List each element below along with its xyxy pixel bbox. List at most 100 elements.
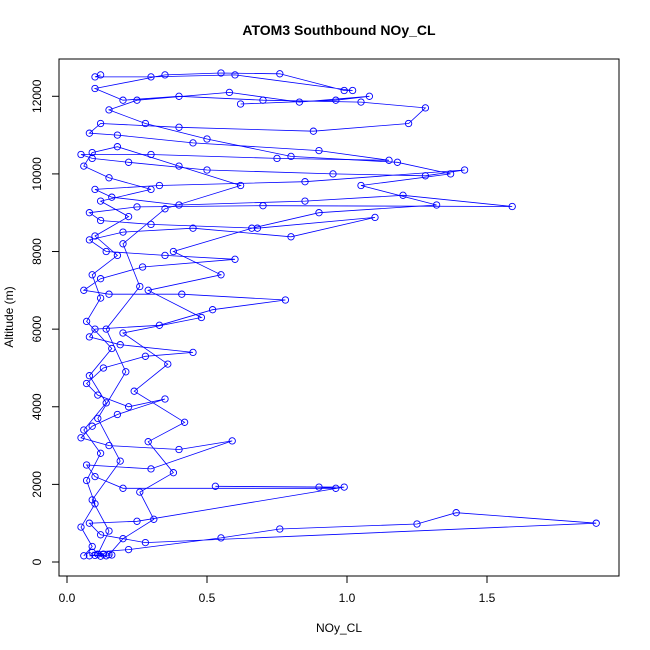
y-tick-label: 10000 [30,157,44,191]
data-point [508,202,516,211]
data-point [421,172,430,180]
series-2 [105,88,455,559]
data-point [273,154,281,163]
data-point [133,517,141,525]
data-point [189,139,197,147]
data-point [592,519,600,527]
data-point [85,236,94,244]
data-point [94,550,102,558]
data-point [105,550,113,559]
y-tick-label: 0 [30,558,44,565]
y-tick-label: 2000 [30,471,44,498]
data-point [175,445,183,454]
data-point [119,535,127,543]
data-point [365,92,374,100]
data-point [96,71,105,79]
data-point [189,348,197,357]
data-point [150,515,158,523]
data-point [393,158,402,166]
data-point [136,488,144,496]
data-point [253,224,262,232]
data-point [82,379,91,388]
data-point [136,282,144,291]
data-point [113,410,122,419]
data-point [329,170,337,178]
data-point [147,220,155,229]
x-tick-label: 0.5 [199,591,216,605]
data-point [133,203,141,211]
data-point [85,129,94,137]
data-point [175,201,183,209]
data-point [91,472,99,481]
data-point [94,414,102,423]
data-point [404,119,413,128]
data-point [119,329,127,337]
data-point [460,166,469,174]
data-point [281,296,290,304]
data-point [169,247,178,256]
data-point [197,313,206,322]
data-point [91,185,99,194]
data-point [91,325,99,333]
data-point [124,158,133,166]
data-point [276,525,284,533]
data-point [236,100,245,108]
data-point [85,372,94,380]
data-point [122,368,130,376]
data-point [96,449,105,457]
data-point [203,135,211,143]
data-point [287,233,295,241]
data-point [189,224,197,232]
data-point [99,550,108,558]
data-point [116,457,124,465]
data-point [88,422,96,430]
data-point [287,152,295,161]
data-point [340,86,348,95]
data-point [144,286,152,294]
data-point [147,465,155,473]
data-point [259,202,267,210]
data-point [332,484,340,492]
x-axis-label: NOy_CL [316,621,362,635]
data-point [236,181,245,190]
data-point [124,545,133,554]
data-point [85,519,94,527]
x-axis: 0.0 0.5 1.0 1.5 [59,575,496,605]
data-point [385,156,393,164]
data-point [102,247,110,256]
data-point [85,333,94,341]
data-point [77,523,85,531]
data-point [96,216,105,225]
data-point [88,496,96,504]
data-point [130,387,138,395]
data-point [96,531,105,539]
data-point [315,146,323,155]
data-point [119,484,127,492]
data-point [340,483,348,491]
series-0 [77,69,600,560]
data-point [169,469,178,477]
data-point [217,271,225,279]
data-point [301,197,309,205]
data-point [332,96,340,104]
data-point [82,476,91,485]
series-line [107,91,451,555]
data-point [217,534,225,542]
series-line [80,146,242,557]
data-point [141,119,150,128]
data-point [96,197,105,205]
data-point [371,213,379,222]
data-point [105,174,113,182]
data-point [80,552,88,560]
data-point [105,290,113,298]
data-point [99,364,108,372]
data-point [315,209,323,217]
data-point [155,181,164,190]
y-axis-label: Altitude (m) [2,286,16,347]
data-point [161,395,169,403]
series-layer [77,69,600,560]
data-point [175,123,183,131]
data-point [141,352,150,360]
data-point [175,162,183,170]
